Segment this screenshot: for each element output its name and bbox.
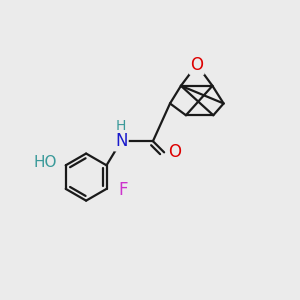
Text: O: O bbox=[190, 56, 203, 74]
Text: O: O bbox=[168, 143, 181, 161]
Text: H: H bbox=[116, 119, 126, 134]
Text: F: F bbox=[118, 181, 128, 199]
Text: HO: HO bbox=[33, 155, 57, 170]
Text: N: N bbox=[115, 132, 128, 150]
